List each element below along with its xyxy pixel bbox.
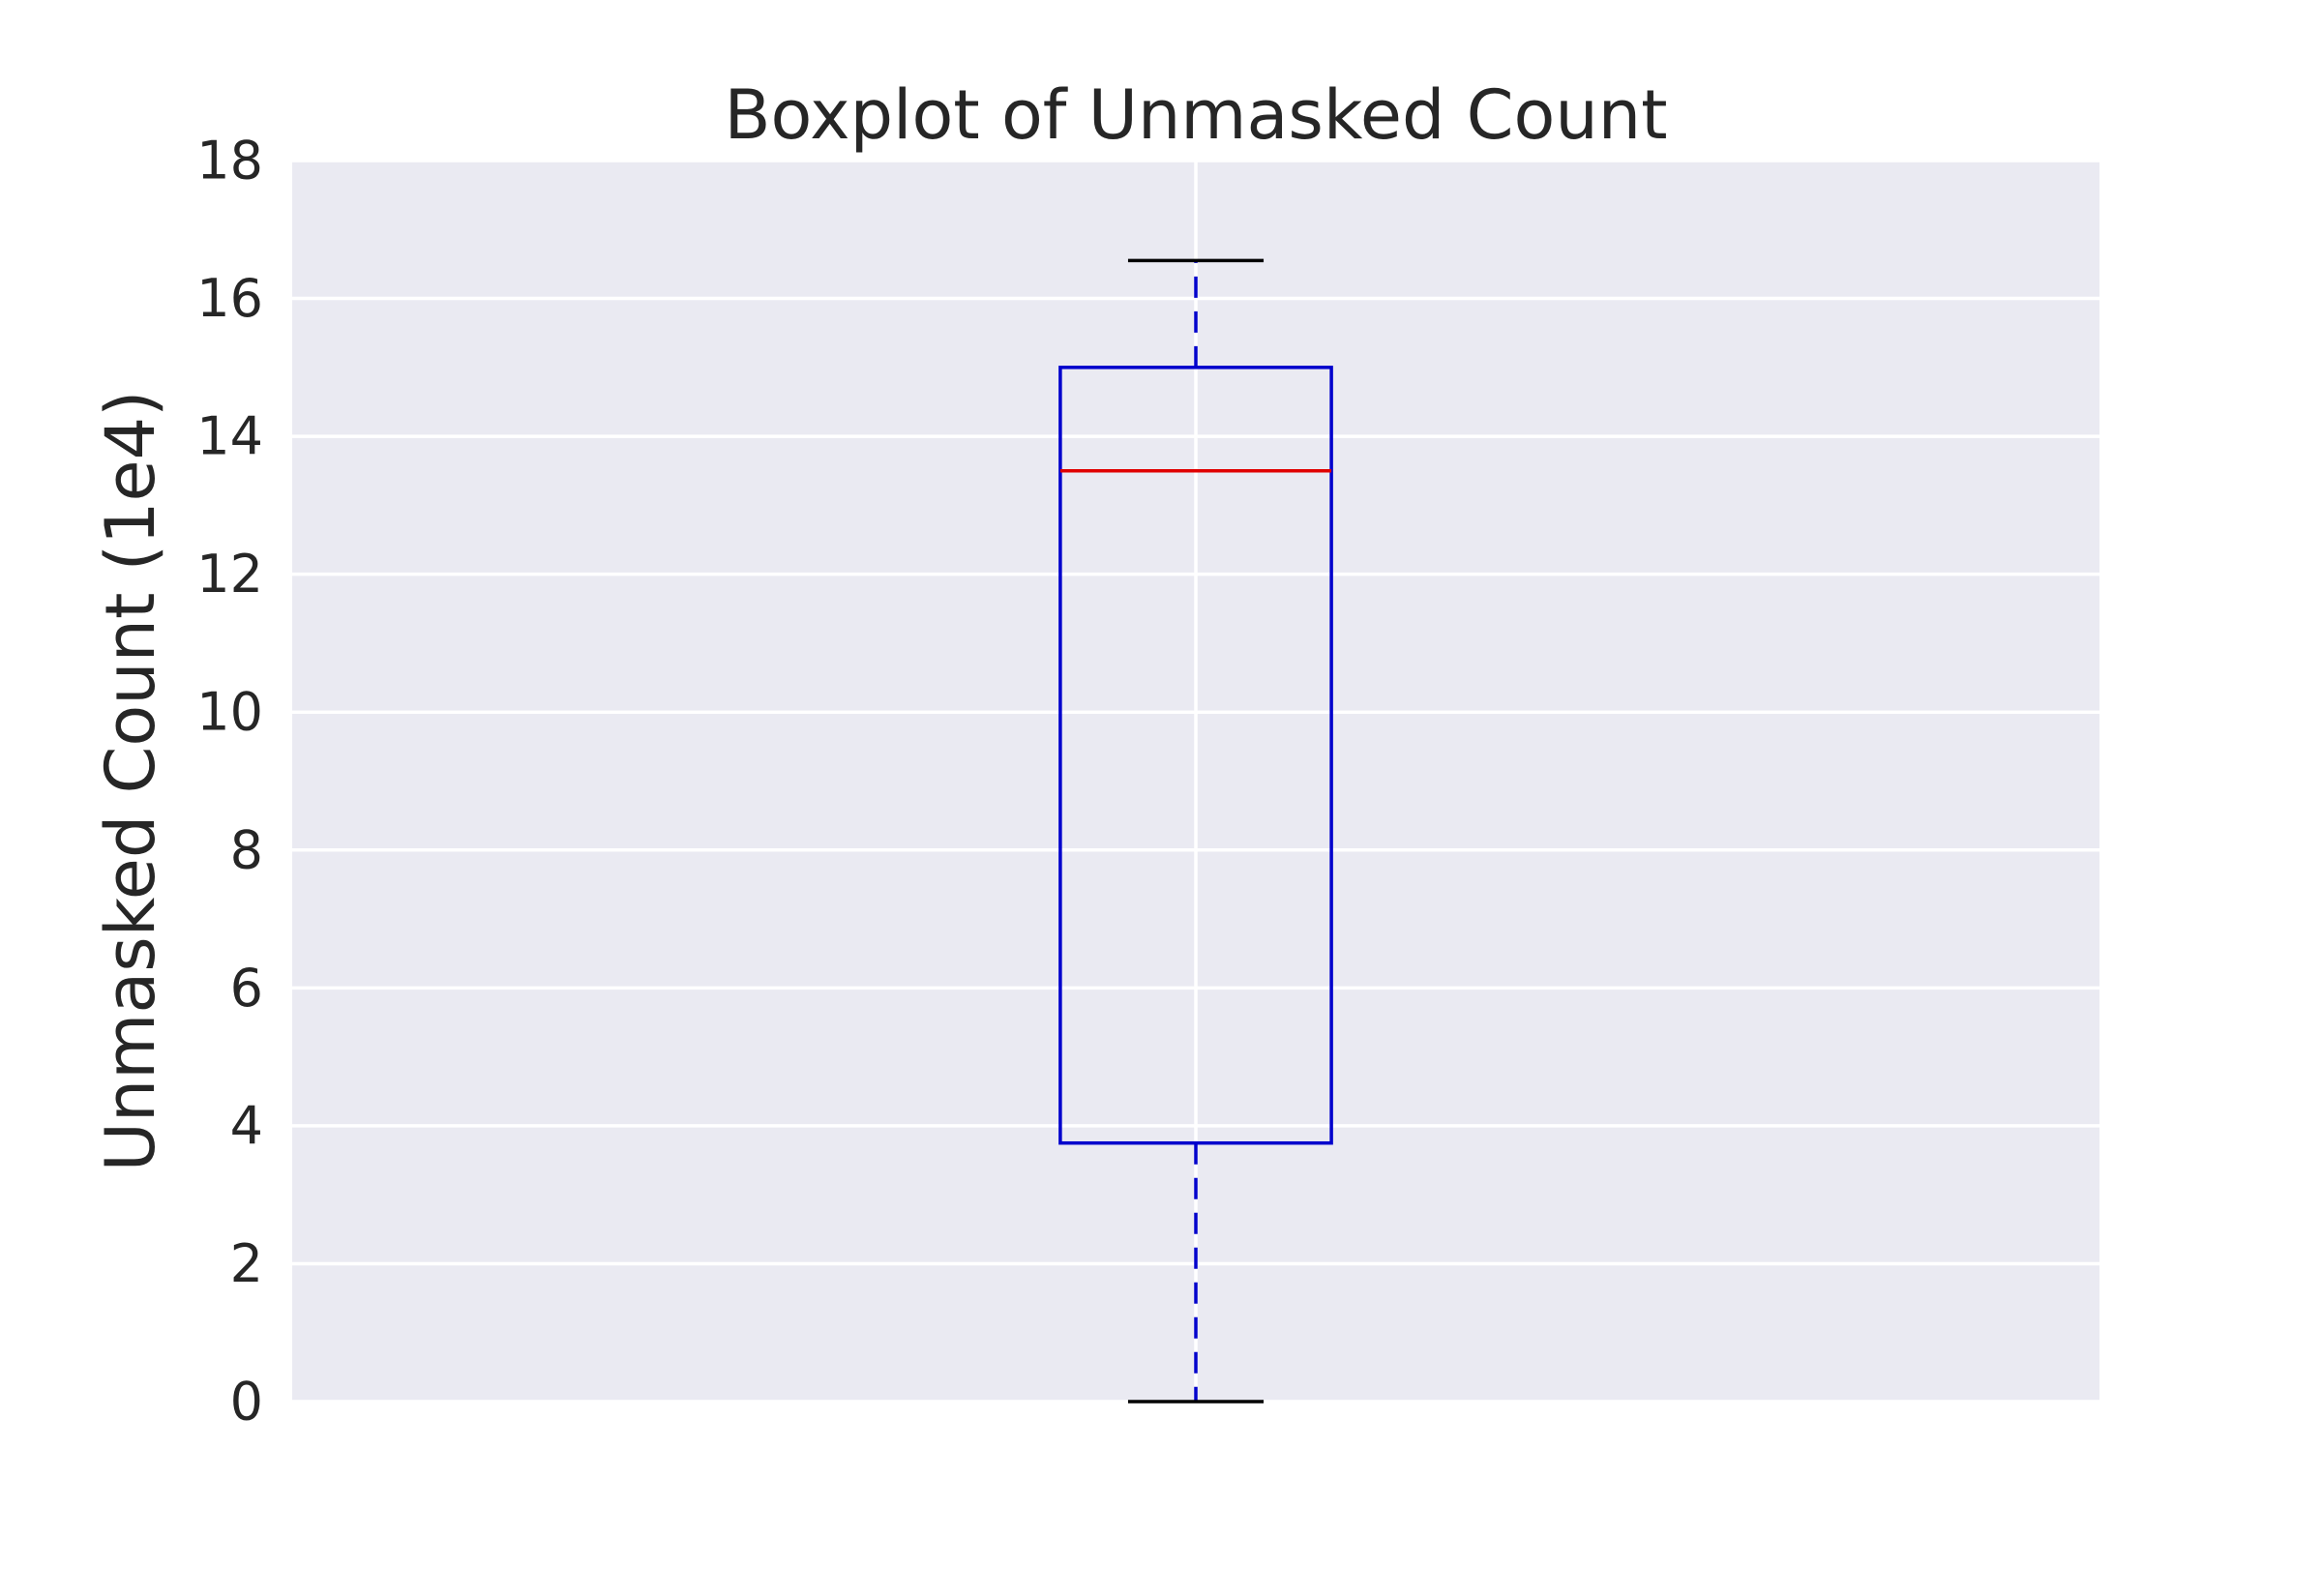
y-axis-ticks: 0 2 4 6 8 10 12 14 16 18 (196, 131, 263, 1433)
y-tick-label-4: 4 (230, 1095, 263, 1156)
box-elements (1058, 258, 1333, 1404)
y-tick-label-8: 8 (230, 819, 263, 880)
y-tick-label-16: 16 (196, 268, 263, 329)
box-iqr (1058, 366, 1333, 1145)
y-tick-label-0: 0 (230, 1372, 263, 1433)
chart-title: Boxplot of Unmasked Count (724, 75, 1667, 155)
y-tick-label-10: 10 (196, 682, 263, 743)
y-axis-label: Unmasked Count (1e4) (91, 391, 170, 1172)
y-tick-label-6: 6 (230, 958, 263, 1019)
y-tick-label-14: 14 (196, 406, 263, 467)
y-tick-label-2: 2 (230, 1233, 263, 1294)
y-tick-label-12: 12 (196, 544, 263, 605)
y-tick-label-18: 18 (196, 131, 263, 192)
